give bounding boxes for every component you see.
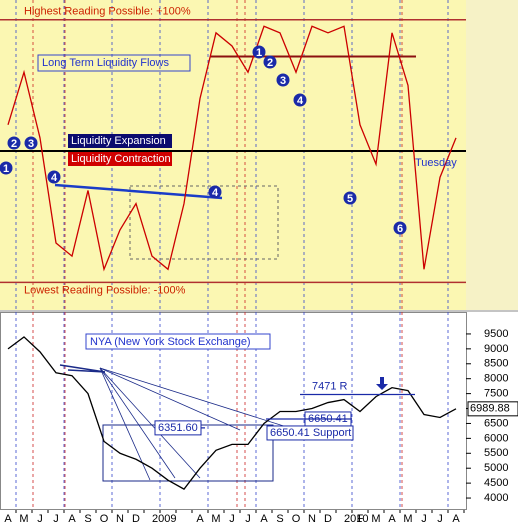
x-tick-label: S (276, 513, 283, 525)
y-tick-label: 6500 (484, 417, 508, 429)
marker-circle (343, 191, 357, 205)
y-tick-label: 7500 (484, 388, 508, 400)
x-tick-label: 2009 (152, 513, 176, 525)
reference-label: Highest Reading Possible: +100% (24, 6, 191, 18)
legend-box (68, 134, 172, 148)
marker-label: 4 (51, 172, 58, 184)
x-tick-label: J (37, 513, 43, 525)
y-tick-label: 5500 (484, 447, 508, 459)
x-tick-label: A (452, 513, 460, 525)
y-tick-label: 4500 (484, 477, 508, 489)
marker-circle (393, 221, 407, 235)
trend-line (54, 183, 223, 200)
marker-circle (276, 73, 290, 87)
x-tick-label: J (421, 513, 427, 525)
last-price: 6989.88 (470, 403, 510, 415)
x-tick-label: J (245, 513, 251, 525)
y-tick-label: 9000 (484, 343, 508, 355)
marker-circle (7, 136, 21, 150)
fan-line (99, 367, 201, 479)
fan-line (99, 367, 291, 429)
legend-label: Liquidity Contraction (71, 153, 171, 165)
marker-circle (293, 93, 307, 107)
x-tick-label: M (371, 513, 380, 525)
arrow (376, 377, 388, 390)
trend-line (67, 369, 106, 373)
x-tick-label: D (324, 513, 332, 525)
marker-label: 1 (3, 163, 9, 175)
x-tick-label: D (132, 513, 140, 525)
reference-label: 6650.41 Support (270, 427, 351, 439)
x-tick-label: A (196, 513, 204, 525)
label-box (266, 425, 354, 441)
marker-label: 4 (297, 95, 304, 107)
x-tick-label: N (116, 513, 124, 525)
y-tick-label: 6000 (484, 432, 508, 444)
y-tick-label: 8500 (484, 358, 508, 370)
legend-label: Liquidity Expansion (71, 135, 166, 147)
series-line (7, 25, 457, 272)
annotation: Tuesday (415, 157, 457, 169)
title-box (37, 54, 191, 72)
y-tick-label: 8000 (484, 373, 508, 385)
x-tick-label: N (308, 513, 316, 525)
x-tick-label: A (4, 513, 12, 525)
x-tick-label: F (357, 513, 364, 525)
marker-circle (263, 55, 277, 69)
fan-line (99, 367, 176, 479)
trend-line (59, 364, 106, 373)
marker-label: 1 (256, 47, 262, 59)
y-tick-label: 4000 (484, 492, 508, 504)
x-tick-label: M (19, 513, 28, 525)
marker-label: 6 (397, 223, 403, 235)
marker-circle (47, 170, 61, 184)
legend-box (68, 152, 172, 166)
series-line (7, 336, 457, 490)
x-tick-label: A (388, 513, 396, 525)
label-box (154, 420, 202, 436)
title-box (85, 333, 271, 350)
x-tick-label: A (68, 513, 76, 525)
marker-circle (252, 45, 266, 59)
marker-label: 3 (28, 138, 34, 150)
y-tick-label: 9500 (484, 328, 508, 340)
fan-line (99, 367, 151, 481)
x-tick-label: O (292, 513, 301, 525)
chart-title: NYA (New York Stock Exchange) (90, 336, 251, 348)
reference-label: 6351.60 (158, 422, 198, 434)
marker-label: 5 (347, 193, 353, 205)
top-axis-bg (466, 0, 518, 310)
x-tick-label: O (100, 513, 109, 525)
last-price-box (467, 401, 518, 417)
marker-label: 3 (280, 75, 286, 87)
chart-title: Long Term Liquidity Flows (42, 57, 169, 69)
x-tick-label: M (403, 513, 412, 525)
marker-label: 2 (11, 138, 17, 150)
marker-circle (0, 161, 13, 175)
consolidation-box (129, 185, 279, 260)
x-tick-label: J (437, 513, 443, 525)
marker-label: 2 (267, 57, 273, 69)
x-tick-label: M (211, 513, 220, 525)
marker-label: 4 (212, 187, 219, 199)
reference-label: 7471 R (312, 380, 348, 392)
marker-circle (24, 136, 38, 150)
x-tick-label: J (53, 513, 59, 525)
fan-line (99, 367, 241, 431)
marker-circle (208, 185, 222, 199)
x-tick-label: 2010 (344, 513, 368, 525)
x-tick-label: S (84, 513, 91, 525)
reference-label: Lowest Reading Possible: -100% (24, 284, 186, 296)
y-tick-label: 5000 (484, 462, 508, 474)
x-tick-label: A (260, 513, 268, 525)
x-tick-label: J (229, 513, 235, 525)
